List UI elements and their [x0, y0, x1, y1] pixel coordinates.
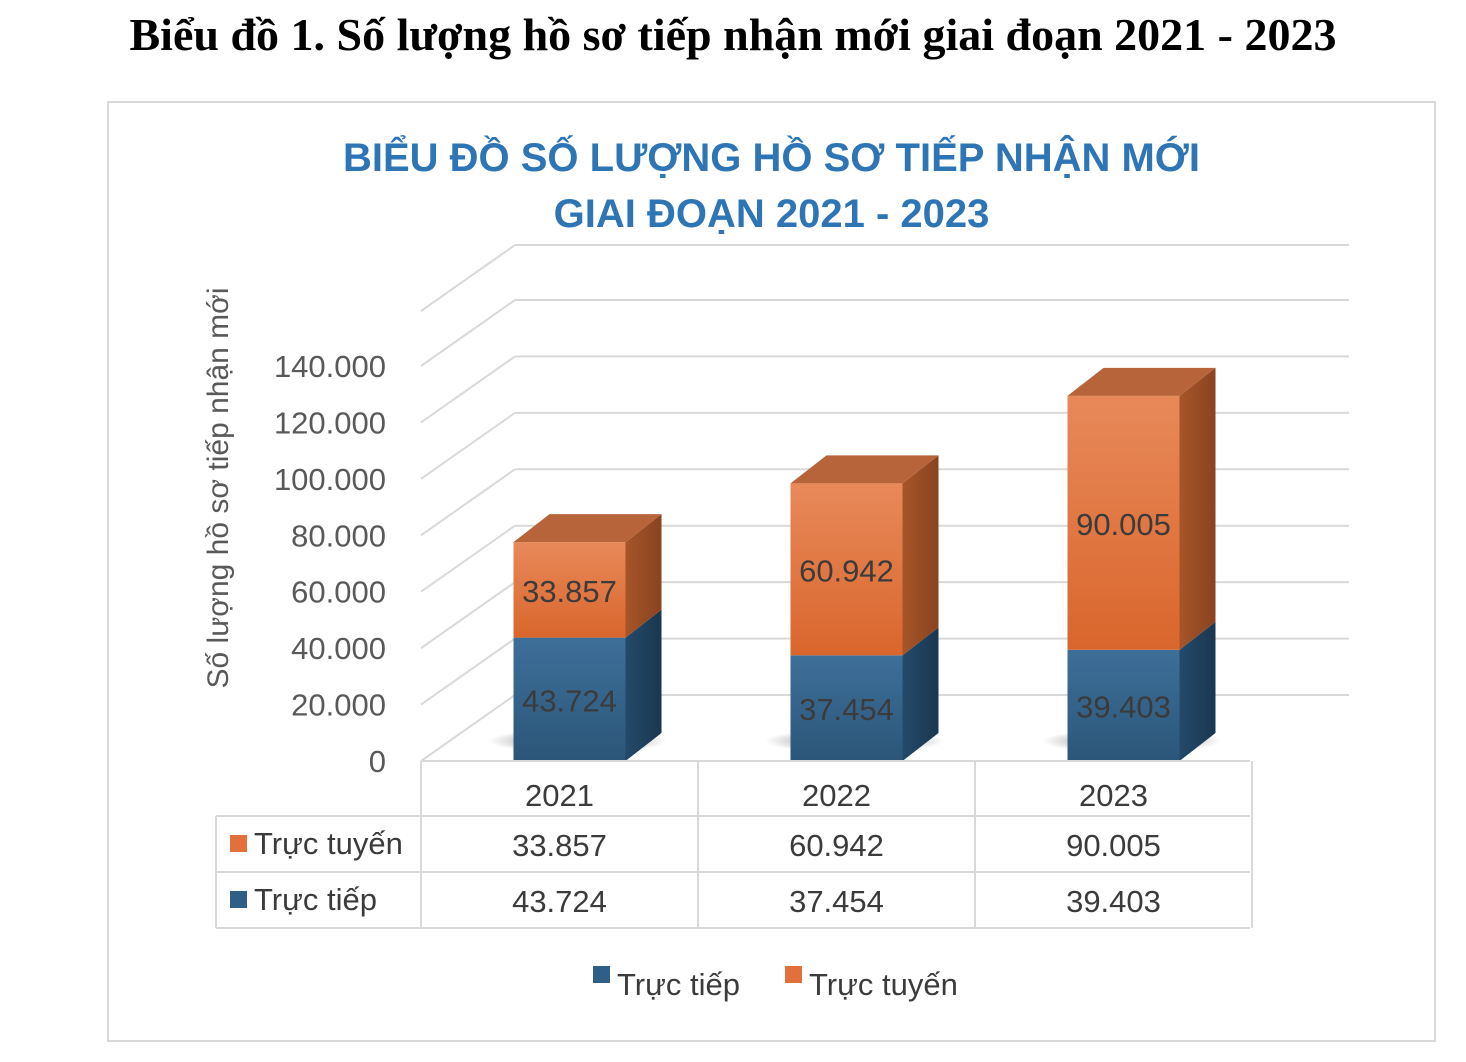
table-cell: 90.005 [1066, 828, 1161, 863]
data-label: 90.005 [1076, 507, 1171, 542]
table-cell: 37.454 [789, 884, 884, 919]
gridline-depth [420, 581, 516, 649]
table-cell: 39.403 [1066, 884, 1161, 919]
data-label: 33.857 [522, 574, 617, 609]
gridline-depth [420, 412, 516, 480]
legend-label: Trực tuyến [809, 967, 958, 1002]
bar-side [625, 514, 662, 638]
legend: Trực tiếp Trực tuyến [593, 966, 958, 1002]
bar-2021-truc-tiep [513, 637, 626, 761]
bar-top [513, 514, 662, 543]
gridline-depth [420, 468, 516, 537]
axis-layer: 0 20.000 40.000 60.000 80.000 100.000 120.000 1… [202, 288, 386, 779]
gridline-depth [420, 244, 516, 312]
data-label: 60.942 [799, 553, 894, 588]
gridline-depth [420, 637, 516, 706]
bar-layer: 43.724 33.857 37.454 60.942 39.403 90.005 [487, 367, 1222, 761]
y-tick-label: 140.000 [274, 349, 386, 384]
bar-2022-truc-tiep [790, 655, 903, 761]
bar-side [625, 609, 662, 761]
y-tick-label: 120.000 [274, 405, 386, 440]
y-tick-label: 100.000 [274, 462, 386, 497]
bar-top [790, 455, 939, 484]
y-tick-label: 20.000 [291, 688, 386, 723]
y-tick-label: 0 [369, 744, 386, 779]
y-tick-label: 80.000 [291, 518, 386, 553]
table-row-label: Trực tiếp [254, 882, 377, 917]
chart-title: BIỂU ĐỒ SỐ LƯỢNG HỒ SƠ TIẾP NHẬN MỚI GIA… [107, 130, 1436, 242]
bar-2023-truc-tiep [1067, 649, 1180, 761]
bar-top [1067, 367, 1216, 396]
gridline-depth [420, 299, 516, 367]
bar-side [1179, 621, 1216, 761]
bar-side [902, 455, 939, 656]
gridline-depth [420, 355, 516, 424]
table-cell: 43.724 [512, 884, 607, 919]
bar-side [1179, 367, 1216, 650]
bar-2023-truc-tuyen [1067, 395, 1180, 650]
chart-title-line-2: GIAI ĐOẠN 2021 - 2023 [553, 192, 990, 236]
table-legend-key [230, 891, 247, 908]
legend-label: Trực tiếp [617, 967, 740, 1002]
data-label: 37.454 [799, 692, 894, 727]
table-legend-key [230, 835, 247, 852]
data-label: 43.724 [522, 683, 617, 718]
chart-title-line-1: BIỂU ĐỒ SỐ LƯỢNG HỒ SƠ TIẾP NHẬN MỚI [342, 136, 1201, 180]
y-axis-title: Số lượng hồ sơ tiếp nhận mới [202, 288, 235, 689]
bar-side [902, 627, 939, 761]
y-tick-label: 60.000 [291, 575, 386, 610]
table-row-label: Trực tuyến [254, 826, 403, 861]
bar-2022-truc-tuyen [790, 483, 903, 656]
x-tick-label: 2022 [802, 778, 871, 813]
figure-caption: Biểu đồ 1. Số lượng hồ sơ tiếp nhận mới … [129, 9, 1337, 60]
data-label: 39.403 [1076, 689, 1171, 724]
gridline-depth [420, 694, 516, 762]
legend-key [785, 966, 802, 983]
table-cell: 33.857 [512, 828, 607, 863]
y-tick-label: 40.000 [291, 631, 386, 666]
x-tick-label: 2023 [1079, 778, 1148, 813]
bar-2021-truc-tuyen [513, 542, 626, 638]
x-tick-label: 2021 [525, 778, 594, 813]
legend-key [593, 966, 610, 983]
data-table: 2021 2022 2023 Trực tuyến 33.857 60.942 90.005… [215, 760, 1253, 929]
gridline-depth [420, 524, 516, 593]
table-cell: 60.942 [789, 828, 884, 863]
